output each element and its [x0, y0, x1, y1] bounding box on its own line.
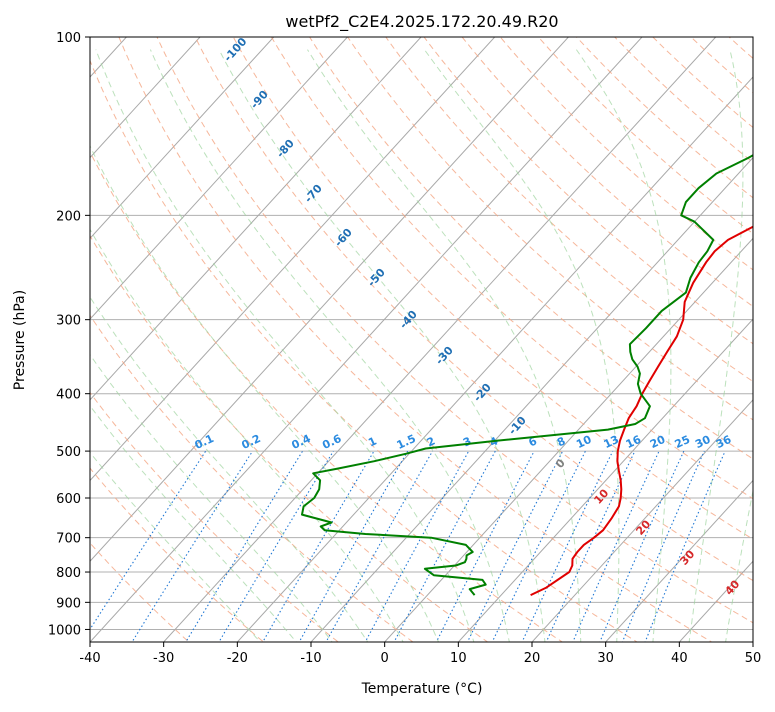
dry-adiabat-line [452, 24, 775, 654]
isotherm-line [0, 24, 433, 654]
mixing-ratio-line [462, 451, 563, 654]
mixing-ratio-label: 8 [555, 434, 567, 449]
moist-adiabat-label: 10 [591, 486, 611, 506]
isotherm-line [521, 24, 775, 654]
y-tick-label: 700 [56, 532, 81, 547]
moist-adiabat-line [14, 50, 410, 654]
mixing-ratio-label: 0.4 [290, 432, 313, 452]
dry-adiabat-line [414, 24, 775, 654]
mixing-ratio-line [595, 451, 684, 654]
x-tick-label: 0 [381, 651, 389, 666]
isotherm-label: -20 [471, 381, 494, 405]
isotherm-label: -70 [302, 182, 325, 206]
x-tick-label: -40 [79, 651, 100, 666]
moist-adiabat-line [0, 50, 306, 654]
moist-adiabat-label: 40 [722, 577, 742, 597]
dry-adiabat-line [0, 24, 354, 654]
mixing-ratio-line [431, 451, 535, 654]
isotherm-label: -10 [506, 414, 529, 438]
mixing-ratio-label: 30 [693, 433, 713, 451]
mixing-ratio-line [359, 451, 469, 654]
x-tick-label: 10 [450, 651, 467, 666]
mixing-ratio-label: 3 [461, 434, 473, 449]
dry-adiabat-line [302, 24, 775, 654]
x-tick-label: -10 [300, 651, 321, 666]
dry-adiabat-line [0, 24, 278, 654]
mixing-ratio-label: 0.2 [240, 432, 263, 452]
x-tick-label: 30 [597, 651, 614, 666]
x-tick-label: 50 [745, 651, 762, 666]
temperature-profile [531, 37, 775, 595]
y-axis-label: Pressure (hPa) [12, 290, 28, 390]
y-tick-label: 900 [56, 596, 81, 611]
mixing-ratio-line [125, 451, 253, 654]
mixing-ratio-label: 25 [673, 433, 692, 451]
dry-adiabat-line [753, 24, 775, 654]
mixing-ratio-label: 16 [624, 433, 644, 451]
isotherm-line [447, 24, 775, 654]
mixing-ratio-line [74, 451, 206, 654]
y-tick-label: 300 [56, 314, 81, 329]
isotherm-line [0, 24, 360, 654]
dry-adiabat-line [339, 24, 775, 654]
moist-adiabat-line [51, 50, 443, 654]
x-tick-label: 20 [524, 651, 541, 666]
dry-adiabat-line [264, 24, 775, 654]
isotherm-label: -80 [274, 137, 297, 161]
y-tick-label: 200 [56, 209, 81, 224]
dry-adiabat-line [565, 24, 775, 654]
x-tick-label: 40 [671, 651, 688, 666]
isotherm-line [0, 24, 286, 654]
moist-adiabat-label: 0 [553, 456, 568, 471]
x-tick-label: -20 [227, 651, 248, 666]
dry-adiabat-line [1, 24, 505, 654]
mixing-ratio-line [212, 451, 334, 654]
isotherm-line [742, 24, 775, 654]
isotherm-line [0, 24, 65, 654]
chart-title: wetPf2_C2E4.2025.172.20.49.R20 [285, 12, 558, 32]
mixing-ratio-line [487, 451, 586, 654]
mixing-ratio-label: 0.1 [193, 432, 216, 452]
y-tick-label: 800 [56, 566, 81, 581]
isotherm-line [153, 24, 728, 654]
y-tick-label: 600 [56, 492, 81, 507]
moist-adiabat-label: 20 [633, 517, 653, 537]
dewpoint-profile [302, 37, 775, 595]
y-tick-label: 500 [56, 445, 81, 460]
isotherm-line [0, 24, 507, 654]
x-axis-label: Temperature (°C) [361, 681, 483, 697]
isotherm-label: -40 [397, 308, 420, 332]
y-tick-label: 100 [56, 31, 81, 46]
dry-adiabat-line [0, 24, 202, 654]
x-tick-label: -30 [153, 651, 174, 666]
mixing-ratio-label: 1.5 [395, 432, 418, 452]
mixing-ratio-label: 10 [574, 433, 594, 451]
moist-adiabat-line [724, 50, 775, 654]
isotherm-line [5, 24, 580, 654]
mixing-ratio-label: 20 [648, 433, 668, 451]
dry-adiabat-line [715, 24, 775, 654]
isotherm-label: -100 [221, 35, 249, 64]
dry-adiabat-line [0, 24, 429, 654]
y-tick-label: 400 [56, 388, 81, 403]
isotherm-line [300, 24, 775, 654]
mixing-ratio-label: 1 [366, 434, 378, 449]
moist-adiabat-label: 30 [677, 547, 697, 567]
moist-adiabat-line [0, 50, 271, 654]
y-tick-label: 1000 [48, 623, 81, 638]
mixing-ratio-line [388, 451, 495, 654]
